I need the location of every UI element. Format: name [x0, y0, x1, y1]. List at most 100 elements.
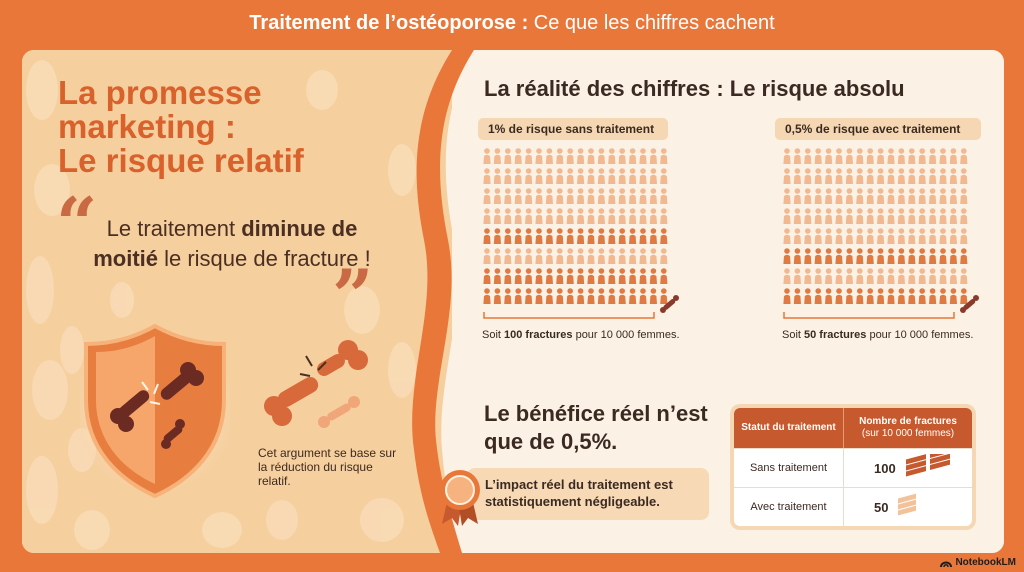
- person-figure: [793, 228, 801, 244]
- person-figure: [493, 188, 501, 204]
- person-figure: [939, 248, 947, 264]
- person-figure: [597, 268, 605, 284]
- person-figure: [483, 148, 491, 164]
- risk-without-pill: 1% de risque sans traitement: [478, 118, 668, 140]
- person-figure: [960, 288, 968, 304]
- person-figure: [918, 288, 926, 304]
- quote-text-part: Le traitement: [106, 216, 242, 241]
- infographic-card: La promesse marketing : Le risque relati…: [22, 50, 1004, 553]
- row-count-cell: 50: [844, 488, 972, 526]
- marketing-quote: Le traitement diminue de moitié le risqu…: [92, 214, 372, 274]
- person-figure: [629, 268, 637, 284]
- person-figure: [835, 228, 843, 244]
- person-figure: [825, 268, 833, 284]
- figure-grid-with-treatment: [783, 148, 979, 319]
- fracture-table: Statut du traitement Nombre de fractures…: [734, 408, 972, 526]
- person-figure: [597, 188, 605, 204]
- person-figure: [897, 268, 905, 284]
- person-figure: [908, 148, 916, 164]
- person-figure: [908, 188, 916, 204]
- quote-text-part: le risque de fracture !: [158, 246, 371, 271]
- person-figure: [897, 168, 905, 184]
- person-figure: [566, 168, 574, 184]
- person-figure: [514, 228, 522, 244]
- person-figure: [877, 148, 885, 164]
- person-figure: [939, 208, 947, 224]
- caption-text: Soit: [482, 329, 505, 341]
- person-figure: [577, 148, 585, 164]
- person-figure: [545, 288, 553, 304]
- person-figure: [918, 208, 926, 224]
- person-figure: [845, 188, 853, 204]
- person-figure: [535, 248, 543, 264]
- person-figure: [793, 168, 801, 184]
- person-figure: [483, 208, 491, 224]
- risk-with-pill: 0,5% de risque avec traitement: [775, 118, 981, 140]
- quote-text-emphasis: diminue de moitié: [93, 216, 358, 271]
- person-figure: [835, 188, 843, 204]
- person-figure: [825, 148, 833, 164]
- person-figure: [856, 188, 864, 204]
- person-figure: [504, 208, 512, 224]
- person-figure: [608, 288, 616, 304]
- page-header: Traitement de l’ostéoporose : Ce que les…: [0, 0, 1024, 46]
- person-figure: [918, 248, 926, 264]
- person-figure: [814, 208, 822, 224]
- person-figure: [960, 248, 968, 264]
- person-figure: [504, 288, 512, 304]
- table-header: Statut du traitement Nombre de fractures…: [734, 408, 972, 448]
- person-figure: [483, 188, 491, 204]
- person-figure: [577, 188, 585, 204]
- person-figure: [960, 208, 968, 224]
- table-row: Sans traitement 100: [734, 448, 972, 487]
- person-figure: [649, 228, 657, 244]
- person-figure: [493, 288, 501, 304]
- broken-bone-icon: [960, 295, 979, 313]
- person-figure: [814, 228, 822, 244]
- person-figure: [835, 288, 843, 304]
- impact-callout: L’impact réel du traitement est statisti…: [467, 468, 709, 520]
- bracket-line: [483, 312, 655, 319]
- person-figure: [608, 148, 616, 164]
- person-figure: [525, 268, 533, 284]
- person-figure: [783, 188, 791, 204]
- person-figure: [577, 288, 585, 304]
- person-figure: [845, 148, 853, 164]
- person-figure: [856, 248, 864, 264]
- person-figure: [556, 148, 564, 164]
- person-figure: [793, 288, 801, 304]
- person-figure: [577, 208, 585, 224]
- person-figure: [660, 268, 668, 284]
- person-figure: [514, 268, 522, 284]
- bone-texture-pattern: [26, 60, 416, 550]
- person-figure: [545, 208, 553, 224]
- person-figure: [877, 248, 885, 264]
- figure-grid-without-treatment: [483, 148, 679, 319]
- person-figure: [845, 208, 853, 224]
- person-figure: [866, 208, 874, 224]
- person-figure: [908, 288, 916, 304]
- person-figure: [629, 148, 637, 164]
- person-figure: [504, 188, 512, 204]
- person-figure: [535, 148, 543, 164]
- person-figure: [866, 148, 874, 164]
- shield-icon: [80, 323, 230, 499]
- person-figure: [804, 288, 812, 304]
- person-figure: [493, 268, 501, 284]
- person-figure: [660, 168, 668, 184]
- person-figure: [939, 268, 947, 284]
- book-stack-icon: [898, 493, 917, 516]
- caption-without-treatment: Soit 100 fractures pour 10 000 femmes.: [482, 329, 680, 341]
- caption-count: 50 fractures: [804, 329, 867, 341]
- person-figure: [618, 288, 626, 304]
- person-figure: [504, 248, 512, 264]
- left-panel: [22, 50, 452, 553]
- person-figure: [835, 268, 843, 284]
- person-figure: [960, 148, 968, 164]
- person-figure: [804, 188, 812, 204]
- person-figure: [525, 208, 533, 224]
- person-figure: [783, 268, 791, 284]
- person-figure: [835, 208, 843, 224]
- person-figure: [960, 228, 968, 244]
- person-figure: [660, 188, 668, 204]
